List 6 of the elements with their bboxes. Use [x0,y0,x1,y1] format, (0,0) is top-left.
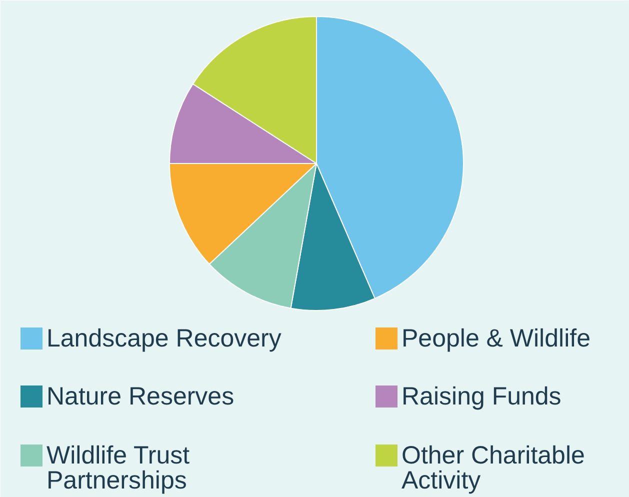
legend-label: Landscape Recovery [46,324,282,352]
legend-label: Nature Reserves [46,382,234,410]
legend-label: Other Charitable Activity [402,442,585,495]
legend-label: People & Wildlife [402,324,590,352]
legend-label: Wildlife Trust Partnerships [46,442,190,495]
legend-label: Raising Funds [402,382,562,410]
